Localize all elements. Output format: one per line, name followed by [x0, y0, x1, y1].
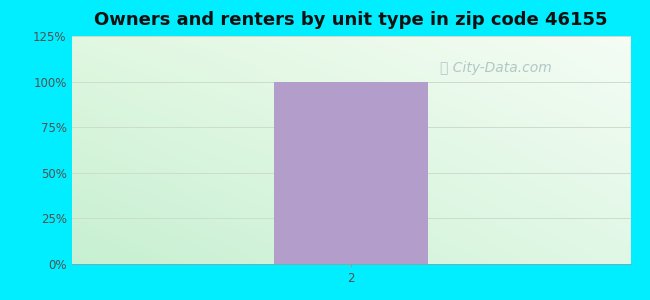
Bar	[274, 82, 428, 264]
Title: Owners and renters by unit type in zip code 46155: Owners and renters by unit type in zip c…	[94, 11, 608, 29]
Text: ⓘ City-Data.com: ⓘ City-Data.com	[441, 61, 552, 75]
